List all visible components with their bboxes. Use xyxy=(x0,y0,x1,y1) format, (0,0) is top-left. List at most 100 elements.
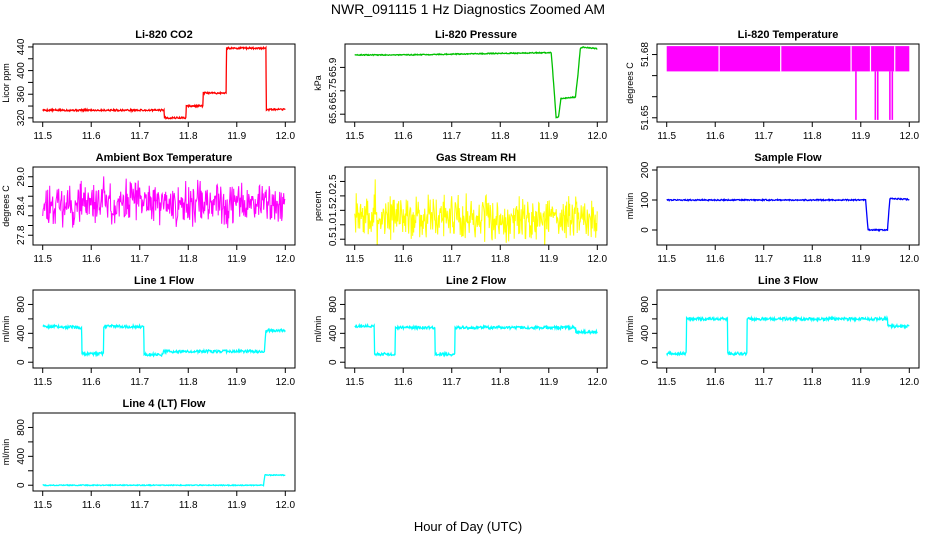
ytick-label-ambient: 28.4 xyxy=(16,196,27,216)
ytick-label-temp820: 51.65 xyxy=(640,105,651,130)
plot-frame-line1 xyxy=(32,289,296,369)
ytick-label-ambient: 29.0 xyxy=(16,167,27,187)
plot-frame-temp820 xyxy=(656,43,920,123)
plot-area-line4 xyxy=(42,473,286,488)
panel-sample: Sample Flow ml/min 11.5 11.6 11.7 11.8 11.9 12.… xyxy=(625,152,920,265)
plot-area-line1 xyxy=(42,323,286,358)
xtick-label-co2: 11.5 xyxy=(33,131,52,142)
plot-frame-line2 xyxy=(344,289,608,369)
xtick-label-co2: 11.6 xyxy=(82,131,101,142)
plot-area-line3 xyxy=(666,315,910,357)
xtick-label-line1: 11.8 xyxy=(179,377,198,388)
series-line-line4 xyxy=(42,473,286,488)
xtick-label-sample: 11.5 xyxy=(657,254,676,265)
xtick-label-ambient: 11.7 xyxy=(130,254,149,265)
xtick-label-line1: 12.0 xyxy=(276,377,296,388)
figure-title: NWR_091115 1 Hz Diagnostics Zoomed AM xyxy=(331,1,605,17)
series-band-temp820 xyxy=(666,46,910,72)
ytick-label-sample: 200 xyxy=(640,161,651,178)
xtick-label-line4: 11.7 xyxy=(130,500,149,511)
xtick-label-temp820: 12.0 xyxy=(900,131,920,142)
plot-area-temp820 xyxy=(666,46,910,120)
ylabel-co2: Licor ppm xyxy=(1,63,11,103)
panel-co2: Li-820 CO2 Licor ppm 11.5 11.6 11.7 11.8 11.9 1… xyxy=(1,29,296,142)
plot-frame-rh xyxy=(344,166,608,246)
ytick-label-rh: 0.5 xyxy=(328,232,339,246)
xtick-label-pressure: 11.6 xyxy=(394,131,413,142)
xtick-label-ambient: 11.6 xyxy=(82,254,101,265)
panel-line1: Line 1 Flow ml/min 11.5 11.6 11.7 11.8 11.9 12.… xyxy=(1,275,296,388)
panel-title-co2: Li-820 CO2 xyxy=(135,29,192,41)
series-line-line3 xyxy=(666,315,910,357)
ylabel-pressure: kPa xyxy=(313,75,323,91)
xtick-label-line4: 11.6 xyxy=(82,500,101,511)
xtick-label-line2: 11.7 xyxy=(442,377,461,388)
xtick-label-line2: 12.0 xyxy=(588,377,608,388)
ytick-label-line1: 0 xyxy=(16,359,27,365)
ytick-label-sample: 100 xyxy=(640,191,651,208)
panel-title-line4: Line 4 (LT) Flow xyxy=(123,398,206,410)
xtick-label-line3: 12.0 xyxy=(900,377,920,388)
xtick-label-line4: 11.9 xyxy=(227,500,246,511)
series-line-pressure xyxy=(354,46,598,119)
xtick-label-line2: 11.9 xyxy=(539,377,558,388)
ytick-label-rh: 1.5 xyxy=(328,203,339,217)
panel-title-ambient: Ambient Box Temperature xyxy=(96,152,233,164)
plot-area-rh xyxy=(354,179,598,245)
panel-title-temp820: Li-820 Temperature xyxy=(738,29,839,41)
ylabel-line2: ml/min xyxy=(313,316,323,343)
xtick-label-co2: 11.9 xyxy=(227,131,246,142)
xtick-label-co2: 11.8 xyxy=(179,131,198,142)
xtick-label-sample: 11.6 xyxy=(706,254,725,265)
xtick-label-sample: 11.7 xyxy=(754,254,773,265)
xtick-label-ambient: 11.5 xyxy=(33,254,52,265)
plot-area-co2 xyxy=(42,45,286,121)
ytick-label-co2: 440 xyxy=(16,38,27,55)
xtick-label-temp820: 11.8 xyxy=(803,131,822,142)
series-line-co2 xyxy=(42,45,286,121)
xtick-label-line3: 11.9 xyxy=(851,377,870,388)
panel-title-pressure: Li-820 Pressure xyxy=(435,29,517,41)
xtick-label-ambient: 12.0 xyxy=(276,254,296,265)
xtick-label-ambient: 11.9 xyxy=(227,254,246,265)
xtick-label-pressure: 11.8 xyxy=(491,131,510,142)
ytick-label-sample: 0 xyxy=(640,227,651,233)
ylabel-rh: percent xyxy=(313,190,323,221)
series-line-line2 xyxy=(354,322,598,358)
xtick-label-sample: 11.9 xyxy=(851,254,870,265)
ytick-label-line2: 400 xyxy=(328,325,339,342)
xtick-label-temp820: 11.9 xyxy=(851,131,870,142)
xtick-label-line2: 11.5 xyxy=(345,377,364,388)
ytick-label-line3: 400 xyxy=(640,325,651,342)
xtick-label-pressure: 12.0 xyxy=(588,131,608,142)
xtick-label-line1: 11.7 xyxy=(130,377,149,388)
xtick-label-co2: 12.0 xyxy=(276,131,296,142)
ytick-label-rh: 2.0 xyxy=(328,189,339,203)
panel-pressure: Li-820 Pressure kPa 11.5 11.6 11.7 11.8 11.9 12… xyxy=(313,29,608,142)
panel-title-line2: Line 2 Flow xyxy=(446,275,506,287)
ytick-label-rh: 1.0 xyxy=(328,217,339,231)
xtick-label-sample: 11.8 xyxy=(803,254,822,265)
series-line-line1 xyxy=(42,323,286,358)
plot-frame-sample xyxy=(656,166,920,246)
ytick-label-pressure: 65.75 xyxy=(328,78,339,103)
xtick-label-line2: 11.8 xyxy=(491,377,510,388)
xtick-label-line1: 11.9 xyxy=(227,377,246,388)
xtick-label-rh: 11.9 xyxy=(539,254,558,265)
xtick-label-rh: 11.7 xyxy=(442,254,461,265)
ytick-label-line2: 0 xyxy=(328,359,339,365)
xtick-label-temp820: 11.7 xyxy=(754,131,773,142)
ylabel-temp820: degrees C xyxy=(625,62,635,104)
plot-area-line2 xyxy=(354,322,598,358)
xtick-label-line4: 12.0 xyxy=(276,500,296,511)
plot-frame-pressure xyxy=(344,43,608,123)
panel-rh: Gas Stream RH percent 11.5 11.6 11.7 11.8 11.9… xyxy=(313,152,608,265)
series-line-ambient xyxy=(42,176,286,229)
ytick-label-line3: 0 xyxy=(640,359,651,365)
series-line-sample xyxy=(666,197,910,232)
panel-line4: Line 4 (LT) Flow ml/min 11.5 11.6 11.7 11.8 11… xyxy=(1,398,296,511)
ytick-label-line3: 800 xyxy=(640,296,651,313)
xtick-label-line3: 11.5 xyxy=(657,377,676,388)
panel-line3: Line 3 Flow ml/min 11.5 11.6 11.7 11.8 11.9 12.… xyxy=(625,275,920,388)
plot-area-sample xyxy=(666,197,910,232)
